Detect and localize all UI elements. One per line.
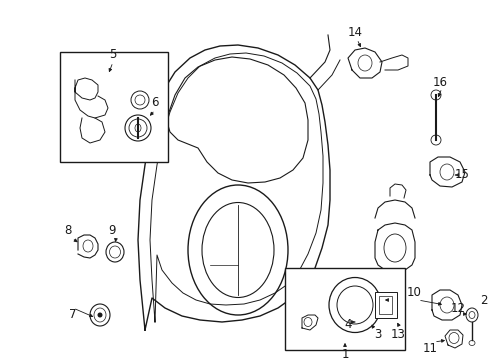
Text: 7: 7 <box>69 309 77 321</box>
Bar <box>60 52 168 162</box>
Ellipse shape <box>97 312 102 318</box>
Text: 14: 14 <box>347 26 362 39</box>
Text: 13: 13 <box>390 328 405 342</box>
Bar <box>378 296 391 314</box>
Text: 1: 1 <box>341 348 348 360</box>
Text: 8: 8 <box>64 224 72 237</box>
Text: 10: 10 <box>406 285 421 298</box>
Text: 16: 16 <box>431 76 447 89</box>
Text: 3: 3 <box>373 328 381 342</box>
Text: 12: 12 <box>449 302 465 315</box>
Text: 15: 15 <box>454 168 468 181</box>
Bar <box>285 268 404 350</box>
Bar <box>374 292 396 318</box>
Text: 2: 2 <box>479 293 487 306</box>
Text: 5: 5 <box>109 49 117 62</box>
Text: 4: 4 <box>344 319 351 332</box>
Text: 9: 9 <box>108 224 116 237</box>
Text: 6: 6 <box>151 95 159 108</box>
Text: 11: 11 <box>422 342 437 355</box>
